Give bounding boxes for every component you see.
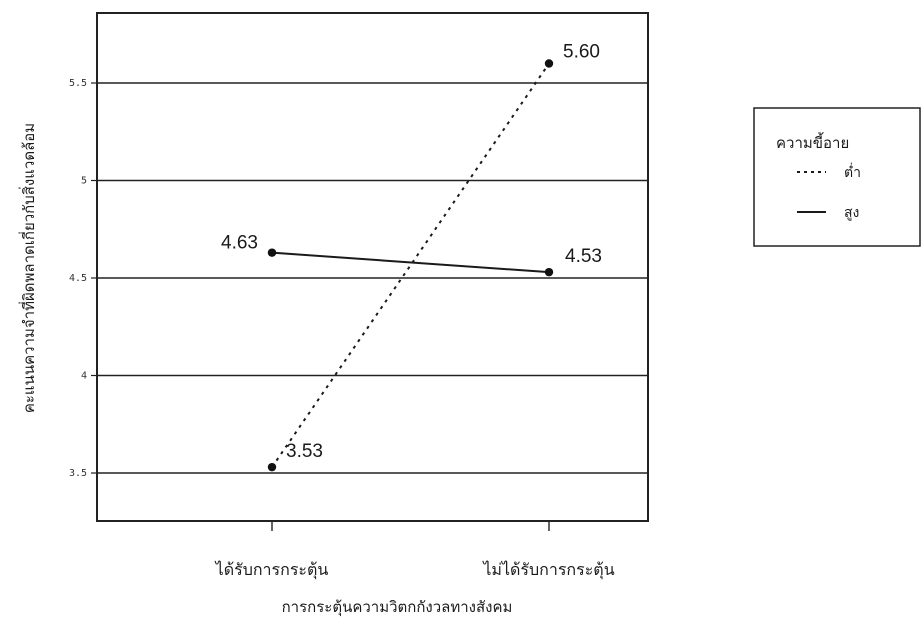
x-tick-label: ได้รับการกระตุ้น [214, 560, 329, 580]
legend: ความขี้อาย ต่ำ สูง [753, 107, 921, 247]
x-axis: ได้รับการกระตุ้น ไม่ได้รับการกระตุ้น [214, 521, 615, 580]
y-tick-label: 5.5 [69, 78, 87, 89]
series-line [271, 251, 550, 274]
x-axis-title: การกระตุ้นความวิตกกังวลทางสังคม [282, 598, 513, 617]
y-tick-label: 4.5 [69, 273, 87, 284]
legend-box [753, 107, 921, 247]
plot-area [96, 12, 649, 522]
data-point [267, 248, 277, 257]
data-point [267, 462, 277, 472]
data-label: 4.53 [565, 246, 602, 267]
series-layer [267, 59, 554, 472]
y-tick-label: 4 [81, 371, 87, 382]
gridlines [97, 82, 648, 474]
data-point [544, 267, 554, 277]
data-point [544, 59, 554, 68]
legend-title: ความขี้อาย [776, 132, 849, 152]
data-label: 4.63 [221, 233, 258, 254]
series-line [271, 62, 550, 468]
y-tick-label: 3.5 [69, 468, 87, 479]
y-tick-label: 5 [81, 176, 87, 187]
y-axis: 3.5 4 4.5 5 5.5 [69, 78, 97, 479]
data-label: 5.60 [563, 42, 600, 63]
y-axis-title: คะแนนความจำที่ผิดพลาดเกี่ยวกับสิ่งแวดล้อ… [18, 123, 38, 413]
x-tick-label: ไม่ได้รับการกระตุ้น [481, 560, 614, 580]
legend-label-high: สูง [844, 205, 859, 221]
legend-label-low: ต่ำ [844, 163, 861, 181]
data-label: 3.53 [286, 441, 323, 462]
data-labels: 3.53 5.60 4.63 4.53 [221, 42, 602, 463]
